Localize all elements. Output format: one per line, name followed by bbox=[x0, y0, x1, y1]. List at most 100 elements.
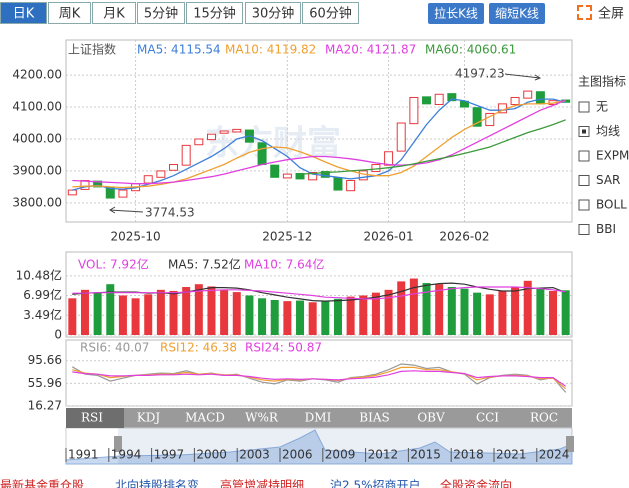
period-label[interactable]: 30分钟 bbox=[252, 6, 295, 22]
indicator-checkbox[interactable] bbox=[578, 224, 590, 235]
tab-active[interactable] bbox=[66, 408, 124, 428]
tab-label[interactable]: CCI bbox=[476, 411, 499, 425]
year-label: 2006 bbox=[282, 448, 313, 462]
volume-bar bbox=[409, 278, 418, 335]
period-label[interactable]: 15分钟 bbox=[193, 6, 236, 22]
tab-label[interactable]: BIAS bbox=[359, 411, 389, 425]
volume-bar bbox=[220, 289, 229, 335]
instrument-name: 上证指数 bbox=[68, 42, 116, 57]
period-button[interactable] bbox=[137, 2, 185, 24]
tab-label[interactable]: OBV bbox=[417, 411, 445, 425]
period-button[interactable] bbox=[186, 2, 243, 24]
y-tick-label: 6.99亿 bbox=[23, 287, 62, 302]
indicator-option[interactable]: 均线 bbox=[596, 124, 620, 138]
navigator-handle[interactable] bbox=[114, 436, 122, 452]
volume-bar bbox=[283, 301, 292, 335]
volume-bar bbox=[536, 288, 545, 335]
volume-bar bbox=[93, 292, 102, 335]
candle bbox=[358, 170, 368, 181]
period-label[interactable]: 日K bbox=[13, 7, 35, 22]
x-tick-label: 2026-02 bbox=[439, 230, 489, 244]
rsi-line bbox=[71, 363, 567, 393]
indicator-option[interactable]: BBI bbox=[596, 222, 616, 236]
indicator-checkbox[interactable] bbox=[578, 150, 590, 162]
zoom-button[interactable] bbox=[428, 3, 484, 24]
volume-bar bbox=[435, 284, 444, 335]
legend-entry: VOL: 7.92亿 bbox=[78, 257, 149, 272]
zoom-label[interactable]: 拉长K线 bbox=[434, 6, 478, 21]
year-label: 1994 bbox=[111, 448, 142, 462]
y-tick-label: 4100.00 bbox=[12, 100, 62, 114]
volume-bar bbox=[296, 300, 305, 335]
volume-bar bbox=[118, 295, 127, 335]
footer-link[interactable]: 沪2.5%招商开户 bbox=[330, 478, 421, 488]
fullscreen-icon[interactable] bbox=[577, 5, 592, 20]
legend-entry: RSI24: 50.87 bbox=[245, 341, 322, 355]
footer-link[interactable]: 高管增减持明细 bbox=[220, 478, 304, 488]
volume-frame bbox=[65, 251, 573, 338]
year-label: 1997 bbox=[154, 448, 185, 462]
legend-entry: MA10: 7.64亿 bbox=[244, 257, 324, 272]
legend-entry: RSI12: 46.38 bbox=[160, 341, 237, 355]
period-label[interactable]: 周K bbox=[59, 7, 81, 22]
volume-bar bbox=[80, 289, 89, 335]
legend-entry: MA20: 4121.87 bbox=[325, 43, 416, 57]
x-tick-label: 2025-10 bbox=[111, 230, 161, 244]
year-label: 1991 bbox=[68, 448, 99, 462]
period-label[interactable]: 60分钟 bbox=[309, 6, 352, 22]
tab-label[interactable]: RSI bbox=[81, 411, 103, 425]
candle bbox=[206, 133, 216, 141]
footer-link[interactable]: 全股资金流向 bbox=[440, 478, 512, 488]
zoom-label[interactable]: 缩短K线 bbox=[495, 6, 539, 21]
ma-line bbox=[72, 98, 566, 191]
period-button[interactable] bbox=[0, 2, 47, 24]
period-button[interactable] bbox=[48, 2, 91, 24]
volume-bar bbox=[561, 290, 570, 335]
fullscreen-label[interactable]: 全屏 bbox=[598, 6, 624, 22]
indicator-option[interactable]: SAR bbox=[596, 173, 620, 187]
indicator-checkbox[interactable] bbox=[578, 199, 590, 211]
candle bbox=[371, 164, 381, 173]
indicator-option[interactable]: 无 bbox=[596, 100, 608, 114]
candle bbox=[169, 164, 179, 171]
candle bbox=[232, 128, 242, 133]
y-tick-label: 3800.00 bbox=[12, 195, 62, 209]
rsi-line bbox=[72, 366, 567, 390]
zoom-button[interactable] bbox=[489, 3, 545, 24]
y-tick-label: 55.96 bbox=[28, 376, 62, 390]
y-tick-label: 10.48亿 bbox=[16, 267, 62, 282]
candle bbox=[485, 112, 495, 127]
indicator-checkbox[interactable] bbox=[578, 101, 590, 113]
annotation-arrow bbox=[504, 73, 542, 81]
volume-bar bbox=[156, 289, 165, 335]
volume-bar bbox=[232, 292, 241, 335]
tab-label[interactable]: KDJ bbox=[137, 411, 161, 425]
navigator-window[interactable] bbox=[118, 428, 572, 464]
tab-label[interactable]: W%R bbox=[245, 411, 279, 425]
legend-entry: MA5: 7.52亿 bbox=[168, 257, 241, 272]
indicator-check[interactable] bbox=[582, 129, 586, 134]
volume-bar bbox=[68, 298, 77, 335]
footer-link[interactable]: 最新基金重仓股 bbox=[0, 478, 84, 488]
tab-label[interactable]: DMI bbox=[305, 411, 332, 425]
period-button[interactable] bbox=[92, 2, 136, 24]
period-label[interactable]: 5分钟 bbox=[144, 6, 178, 22]
volume-bar bbox=[245, 295, 254, 335]
indicator-option[interactable]: EXPMA bbox=[596, 149, 629, 163]
volume-ma-line bbox=[72, 286, 566, 300]
indicator-checkbox[interactable] bbox=[578, 175, 590, 186]
candle bbox=[143, 175, 153, 184]
watermark: 东方财富 bbox=[205, 124, 341, 164]
period-label[interactable]: 月K bbox=[103, 7, 125, 22]
navigator-handle[interactable] bbox=[566, 436, 574, 452]
candle bbox=[384, 151, 394, 166]
candle bbox=[510, 96, 520, 105]
period-button[interactable] bbox=[245, 2, 301, 24]
indicator-option[interactable]: BOLL bbox=[596, 198, 627, 212]
tab-label[interactable]: ROC bbox=[530, 411, 558, 425]
tab-label[interactable]: MACD bbox=[185, 411, 225, 425]
volume-bar bbox=[397, 281, 406, 335]
footer-link[interactable]: 北向持股排名变 bbox=[115, 478, 199, 488]
period-button[interactable] bbox=[302, 2, 359, 24]
